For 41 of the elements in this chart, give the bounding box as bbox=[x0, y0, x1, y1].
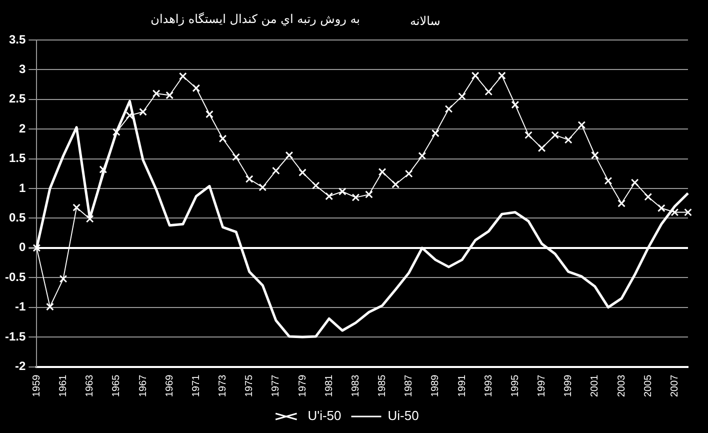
y-tick-label: -0.5 bbox=[4, 270, 26, 284]
x-tick-label: 1973 bbox=[218, 374, 229, 398]
x-tick-label: 1961 bbox=[58, 374, 70, 398]
x-tick-label: 1969 bbox=[164, 374, 176, 398]
y-tick-label: 3.5 bbox=[8, 32, 26, 46]
legend-label: U'i-50 bbox=[308, 408, 342, 424]
x-tick-label: 2003 bbox=[616, 374, 628, 398]
x-tick-label: 1979 bbox=[297, 374, 308, 398]
y-tick-label: 2 bbox=[18, 121, 26, 136]
y-tick-label: -1.5 bbox=[4, 329, 26, 344]
x-tick-label: 1995 bbox=[510, 374, 521, 398]
x-tick-label: 1985 bbox=[377, 374, 388, 398]
x-tick-label: 1993 bbox=[483, 374, 494, 398]
x-tick-label: 1963 bbox=[84, 374, 96, 398]
x-tick-label: 1981 bbox=[324, 374, 335, 398]
y-tick-label: 0.5 bbox=[8, 210, 26, 225]
x-tick-label: 1991 bbox=[456, 374, 468, 398]
y-tick-label: 2.5 bbox=[8, 92, 26, 106]
x-tick-label: 2001 bbox=[590, 374, 601, 398]
x-tick-label: 2007 bbox=[669, 374, 680, 398]
y-tick-label: 1 bbox=[18, 180, 26, 195]
x-tick-label: 1977 bbox=[270, 374, 282, 398]
chart-title: به روش رتبه اي من كندال ايستگاه زاهدان bbox=[150, 12, 360, 26]
y-tick-label: 3 bbox=[18, 62, 26, 76]
x-tick-label: 1983 bbox=[350, 374, 362, 398]
x-tick-label: 1989 bbox=[430, 374, 442, 398]
x-tick-label: 1975 bbox=[244, 374, 256, 398]
x-tick-label: 1967 bbox=[138, 374, 149, 398]
legend-label: Ui-50 bbox=[388, 408, 419, 424]
x-tick-label: 1959 bbox=[31, 374, 42, 398]
x-tick-label: 1987 bbox=[404, 374, 415, 398]
y-tick-label: -2 bbox=[15, 359, 26, 374]
y-tick-label: 0 bbox=[18, 240, 26, 254]
y-tick-label: 1.5 bbox=[8, 151, 26, 166]
x-tick-label: 1965 bbox=[111, 374, 122, 398]
x-tick-label: 2005 bbox=[642, 374, 654, 398]
x-tick-label: 1999 bbox=[563, 374, 574, 398]
y-tick-label: -1 bbox=[15, 300, 26, 314]
chart-subtitle: سالانه bbox=[410, 14, 440, 28]
x-tick-label: 1971 bbox=[190, 374, 202, 398]
x-tick-label: 1997 bbox=[536, 374, 548, 398]
